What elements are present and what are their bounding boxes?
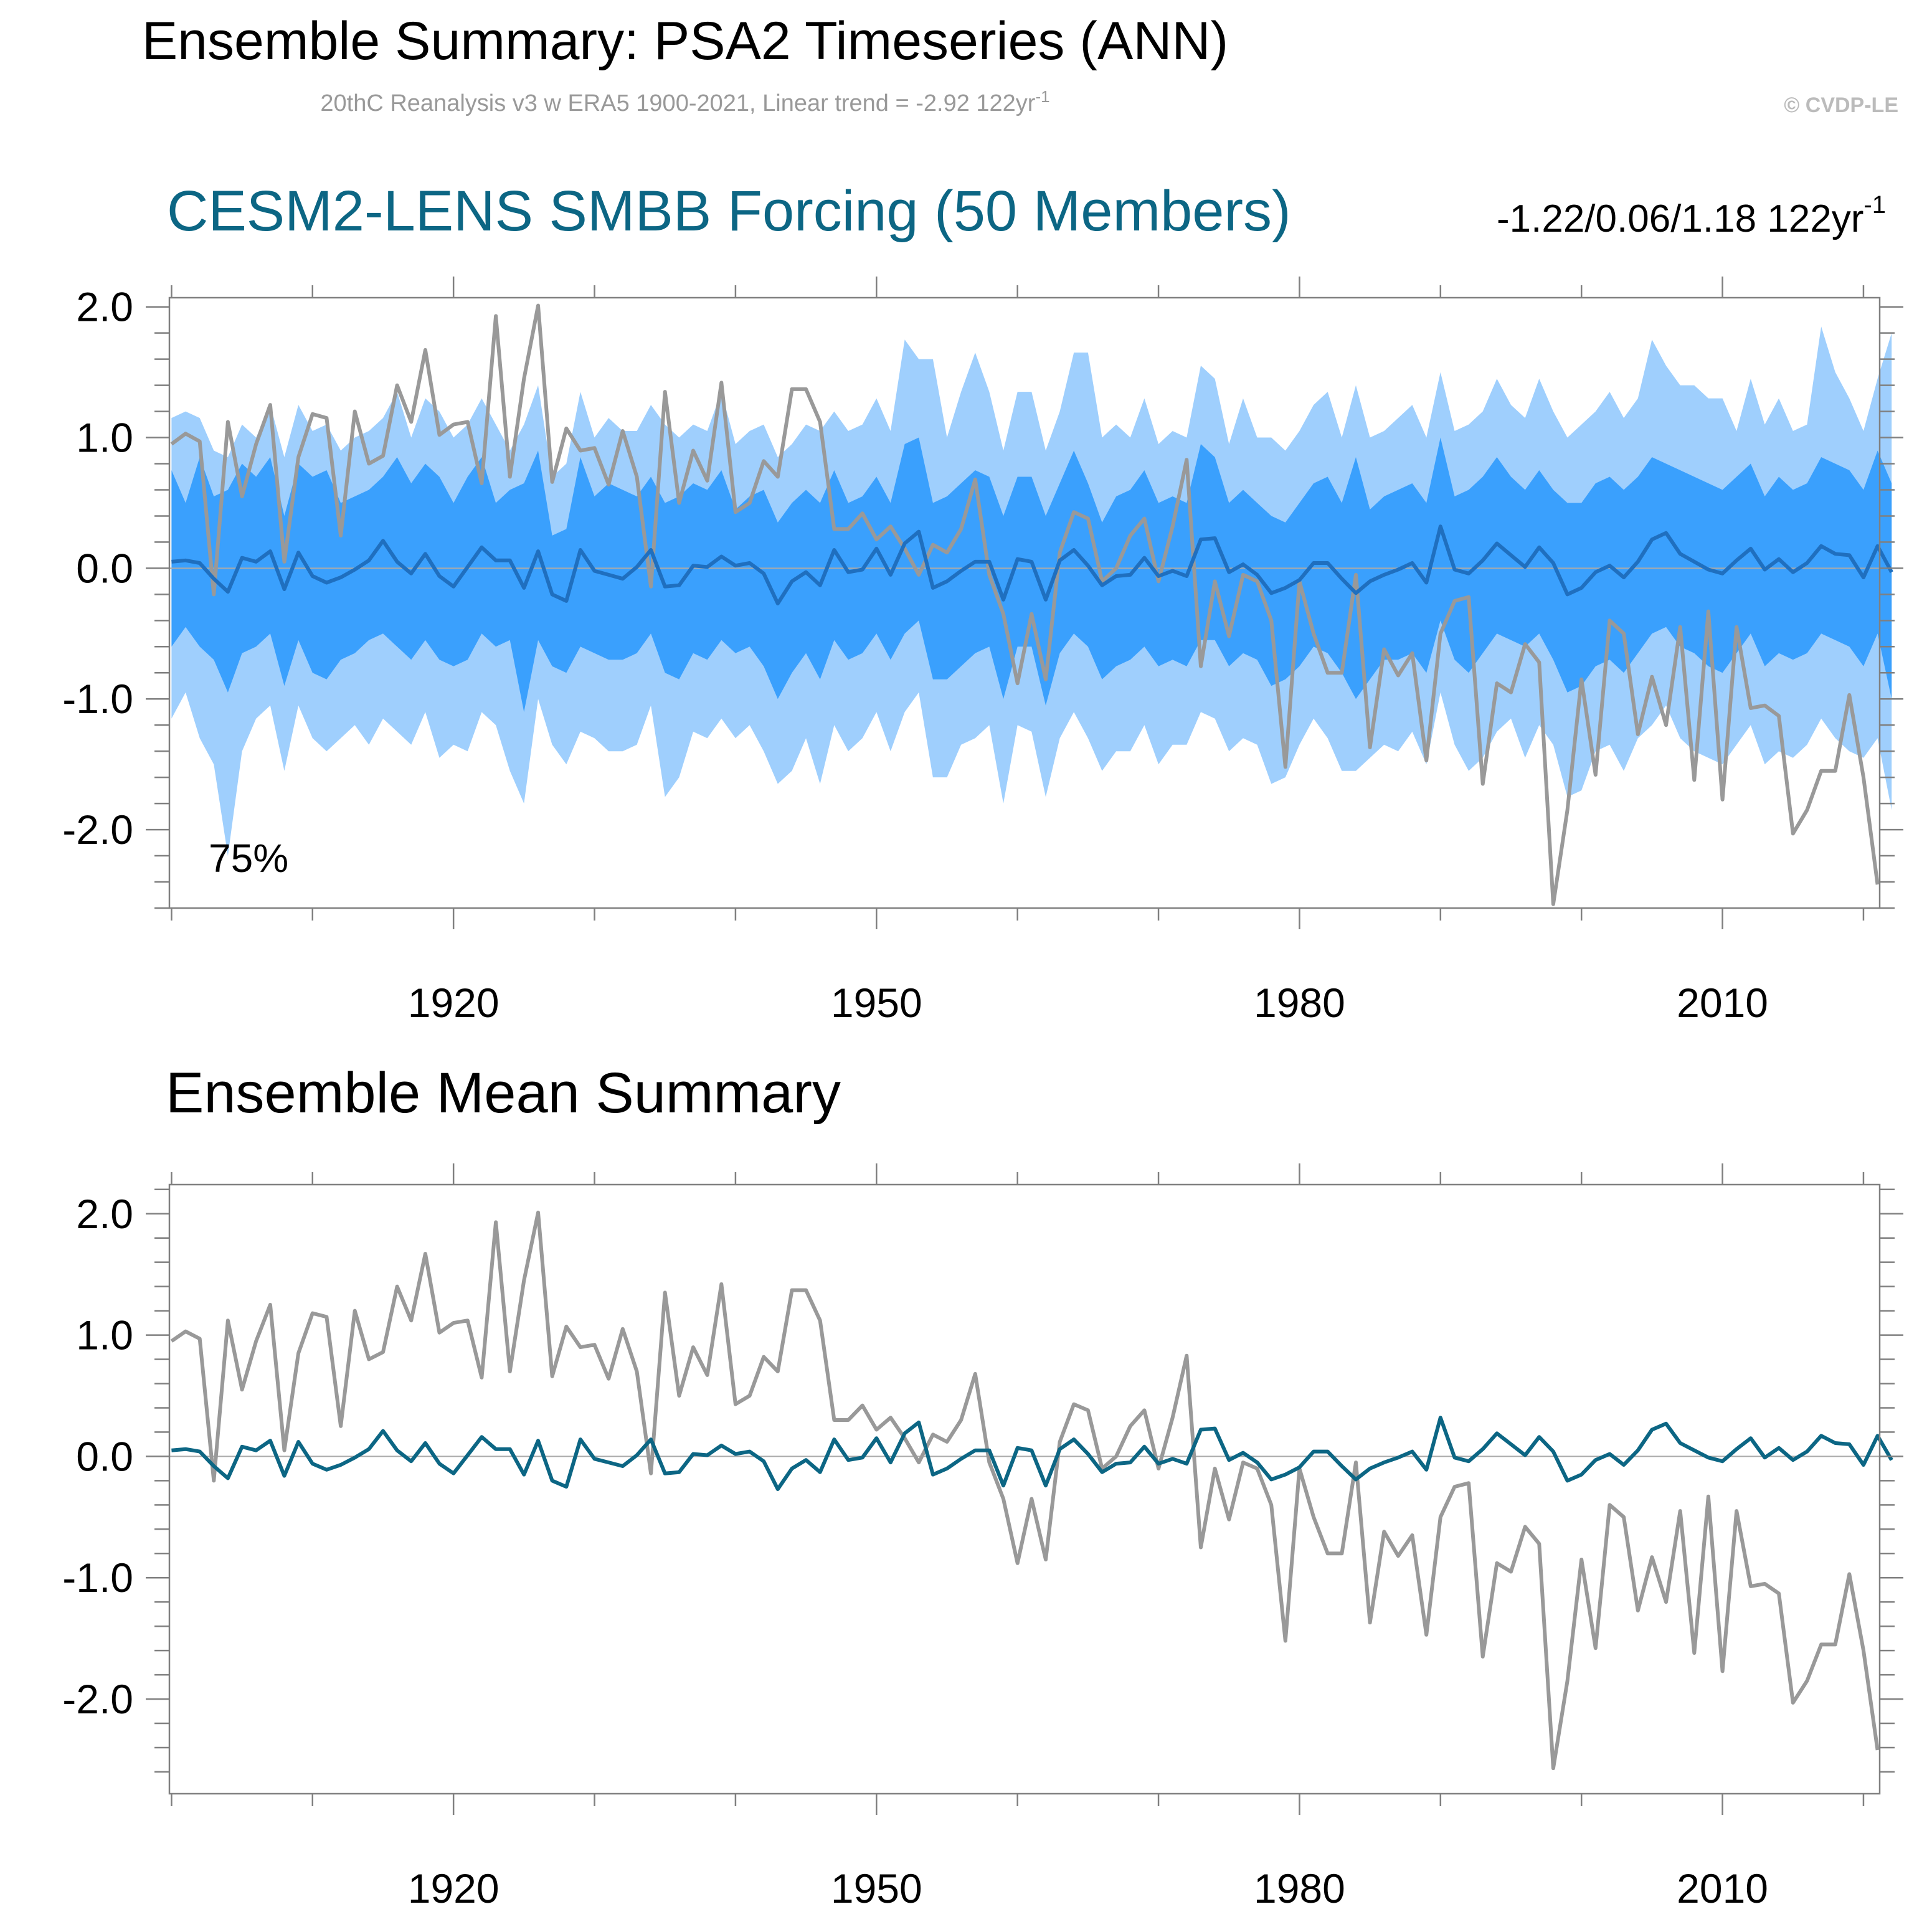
y-tick-label: -2.0 [62, 807, 133, 853]
top-panel-trend-text: -1.22/0.06/1.18 122yr [1497, 197, 1863, 240]
top-panel-trend-sup: -1 [1863, 191, 1886, 219]
plot-frame [168, 296, 1881, 909]
figure-subtitle: 20thC Reanalysis v3 w ERA5 1900-2021, Li… [320, 87, 1049, 116]
y-tick-label: 0.0 [76, 545, 133, 591]
copyright-label: © CVDP-LE [1784, 93, 1898, 117]
figure-subtitle-text: 20thC Reanalysis v3 w ERA5 1900-2021, Li… [320, 90, 1035, 116]
y-tick-label: 2.0 [76, 1191, 133, 1237]
x-tick-label: 1980 [1254, 1865, 1345, 1911]
y-tick-label: 2.0 [76, 284, 133, 330]
plot-frame [168, 1183, 1881, 1795]
figure-title: Ensemble Summary: PSA2 Timeseries (ANN) [142, 11, 1228, 71]
y-tick-label: 1.0 [76, 1312, 133, 1358]
ensemble-mean-line [171, 524, 1893, 605]
x-tick-label: 1980 [1254, 980, 1345, 1026]
y-tick-label: 1.0 [76, 415, 133, 461]
top-panel-title: CESM2-LENS SMBB Forcing (50 Members) [167, 179, 1291, 243]
ensemble-mean-line [171, 1416, 1893, 1491]
bottom-panel-plot: 1920 1950 1980 2010 2.0 1.0 0.0 -1.0 -2.0 [62, 1163, 1903, 1911]
x-tick-label: 2010 [1677, 980, 1768, 1026]
top-panel-percent-label: 75% [209, 836, 288, 881]
x-tick-label: 1950 [831, 980, 922, 1026]
y-tick-label: -1.0 [62, 1555, 133, 1601]
inner-percentile-band [171, 437, 1892, 713]
figure-subtitle-sup: -1 [1035, 87, 1049, 106]
y-tick-label: -1.0 [62, 676, 133, 722]
x-tick-label: 1950 [831, 1865, 922, 1911]
y-tick-label: 0.0 [76, 1433, 133, 1479]
x-tick-label: 1920 [408, 980, 500, 1026]
top-panel-plot: 1920 1950 1980 2010 2.0 1.0 0.0 -1.0 -2.0 [62, 277, 1903, 1026]
top-panel-trend-label: -1.22/0.06/1.18 122yr-1 [1497, 191, 1886, 240]
bottom-panel-title: Ensemble Mean Summary [166, 1061, 841, 1125]
observed-series-line [170, 1210, 1880, 1771]
x-tick-label: 1920 [408, 1865, 500, 1911]
x-tick-label: 2010 [1677, 1865, 1768, 1911]
observed-series-line [170, 303, 1880, 906]
y-tick-label: -2.0 [62, 1676, 133, 1722]
